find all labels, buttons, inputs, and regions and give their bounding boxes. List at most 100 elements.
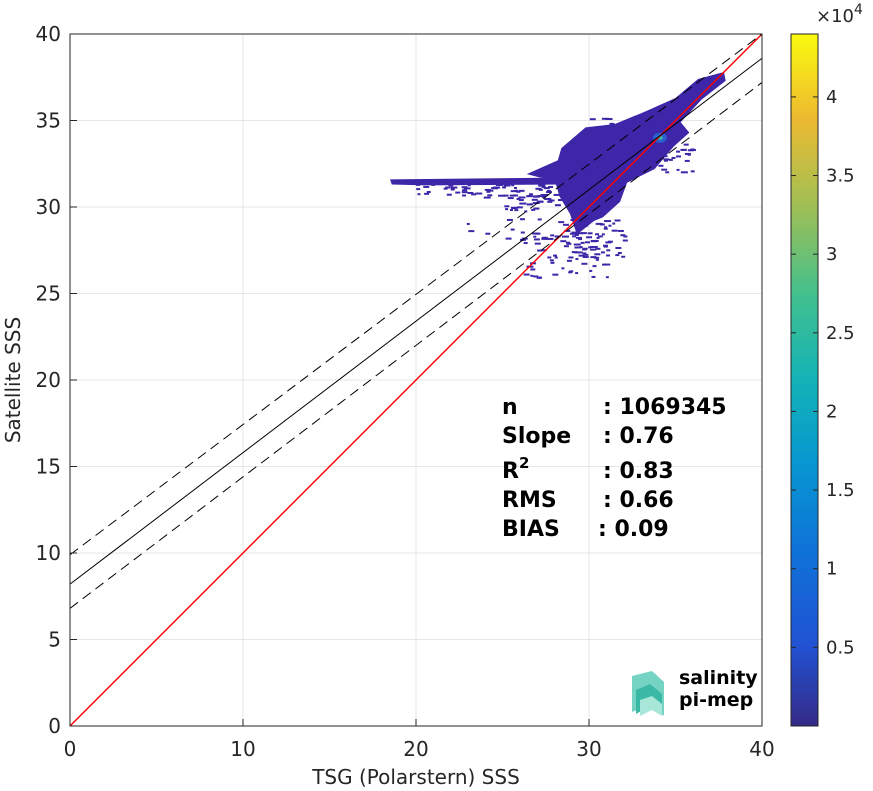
density-pixel [533,195,539,198]
density-pixel [552,273,559,276]
density-pixel [566,242,572,245]
density-pixel [595,247,601,250]
density-pixel [580,241,585,244]
colorbar-tick-label: 3.5 [826,166,855,187]
x-tick-label: 30 [576,737,601,761]
colorbar-tick-label: 0.5 [826,637,855,658]
density-pixel [546,198,552,201]
density-pixel [617,251,622,254]
density-pixel [544,194,549,197]
density-pixel [595,233,600,236]
density-pixel [671,156,676,159]
density-pixel [676,155,682,158]
density-pixel [578,251,583,254]
density-pixel [592,134,599,137]
density-pixel [468,230,475,233]
density-pixel [505,237,512,240]
density-pixel [537,195,544,198]
density-pixel [416,188,421,191]
y-axis-ticks: 0 5 10 15 20 25 30 35 40 [36,22,77,738]
density-streak [390,177,564,186]
density-pixel [680,171,688,174]
stat-key: n [502,395,518,420]
density-pixel [566,259,572,262]
density-pixel [648,136,653,139]
density-pixel [638,127,645,130]
density-pixel [552,254,557,257]
density-pixel [519,202,527,205]
density-pixel [596,236,600,239]
density-pixel [595,139,601,142]
density-pixel [554,235,561,238]
density-pixel [461,191,468,194]
density-pixel [638,123,645,126]
density-pixel [574,233,579,236]
stat-key: Slope [502,424,571,449]
density-pixel [575,236,582,239]
density-pixel [575,272,579,275]
density-pixel [574,246,578,249]
density-pixel [566,197,573,200]
density-pixel [530,268,536,271]
density-pixel [591,275,596,278]
density-pixel [538,188,543,191]
density-pixel [536,276,542,279]
density-pixel [683,143,689,146]
density-pixel [582,252,587,255]
colorbar-scale-label: ×104 [816,2,863,27]
density-pixel [626,131,632,134]
density-pixel [574,251,580,254]
density-pixel [506,218,513,221]
density-pixel [573,243,581,246]
density-pixel [581,222,586,225]
density-pixel [648,131,653,134]
stat-value: : 0.76 [603,424,674,449]
density-pixel [424,192,430,195]
density-pixel [523,242,528,245]
colorbar-tick-label: 4 [826,87,837,108]
density-pixel [602,263,606,266]
density-pixel [615,254,620,257]
density-pixel [533,238,540,241]
density-pixel [591,127,599,130]
density-pixel [523,273,530,276]
density-pixel [582,224,588,227]
density-pixel [571,209,577,212]
density-pixel [531,208,536,211]
density-pixel [417,193,421,196]
density-pixel [597,135,602,138]
density-pixel [495,183,503,186]
density-pixel [486,190,491,193]
density-pixel [622,239,628,242]
density-pixel [450,186,458,189]
density-pixel [536,200,543,203]
density-pixel [561,235,569,238]
density-pixel [426,190,431,193]
density-pixel [572,235,577,238]
density-pixel [634,135,639,138]
density-pixel [676,168,680,171]
density-pixel [676,150,681,153]
density-pixel [601,117,609,120]
density-pixel [543,187,550,190]
density-pixel [579,226,584,229]
density-pixel [455,191,461,194]
density-pixel [541,236,548,239]
density-pixel [619,127,626,130]
colorbar-tick-label: 2.5 [826,323,855,344]
logo-text-salinity: salinity [679,667,758,689]
density-pixel [563,245,569,248]
density-pixel [684,152,691,155]
density-pixel [510,190,518,193]
density-pixel [575,257,579,260]
density-pixel [581,221,586,224]
density-pixel [581,262,588,265]
fit-lower-line [69,82,763,609]
density-pixel [663,159,668,162]
density-pixel [572,232,579,235]
density-pixel [608,224,612,227]
density-pixel [680,148,687,151]
density-pixel [554,204,561,207]
density-pixel [614,219,621,222]
